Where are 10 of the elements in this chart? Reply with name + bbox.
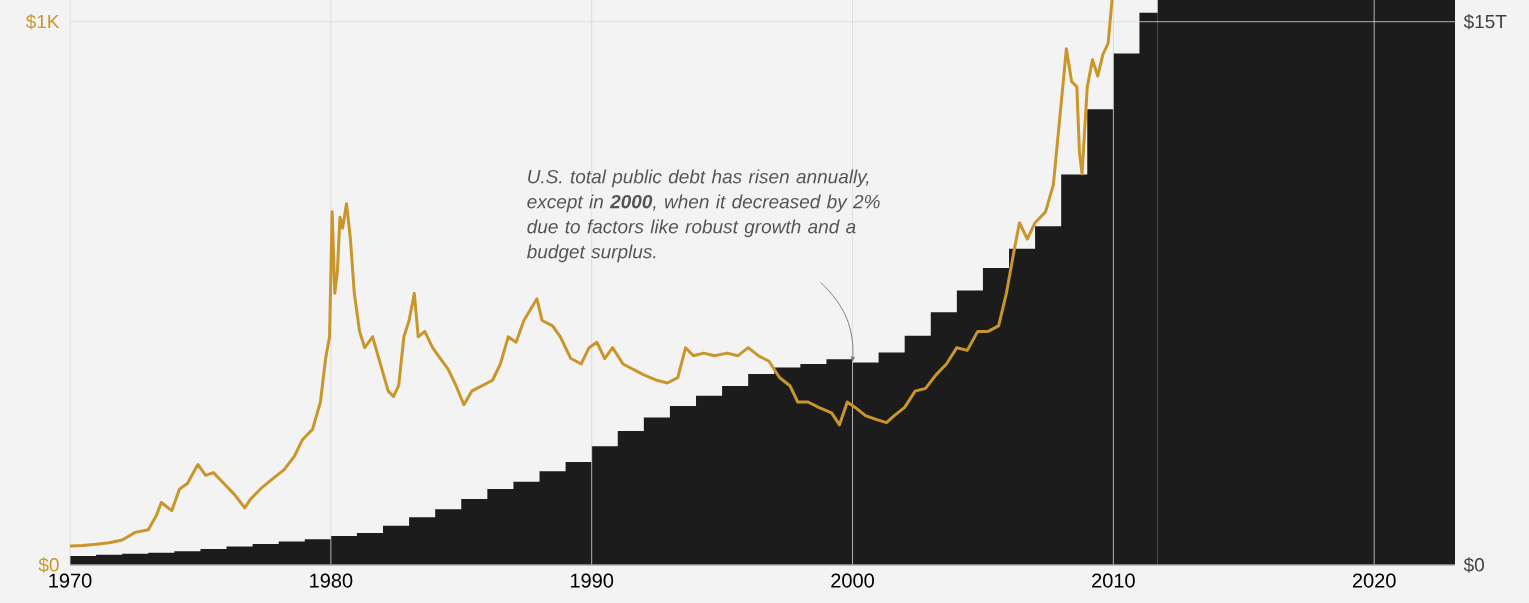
x-tick-label: 2010	[1092, 573, 1135, 588]
y2-tick-label: $15T	[1463, 14, 1507, 30]
y-tick-label: $1K	[25, 14, 60, 30]
x-tick-label: 2000	[831, 573, 874, 588]
y2-tick-label: $0	[1463, 557, 1484, 573]
x-tick-label: 1990	[570, 573, 614, 588]
x-tick-label: 2020	[1352, 573, 1396, 588]
x-tick-label: 1970	[49, 573, 92, 588]
x-tick-label: 1980	[310, 573, 353, 588]
annotation: U.S. total public debt has risen annually, except in 2000, when it decreased by 2% due to factors like robust growth and a budget surplus.	[526, 169, 880, 263]
